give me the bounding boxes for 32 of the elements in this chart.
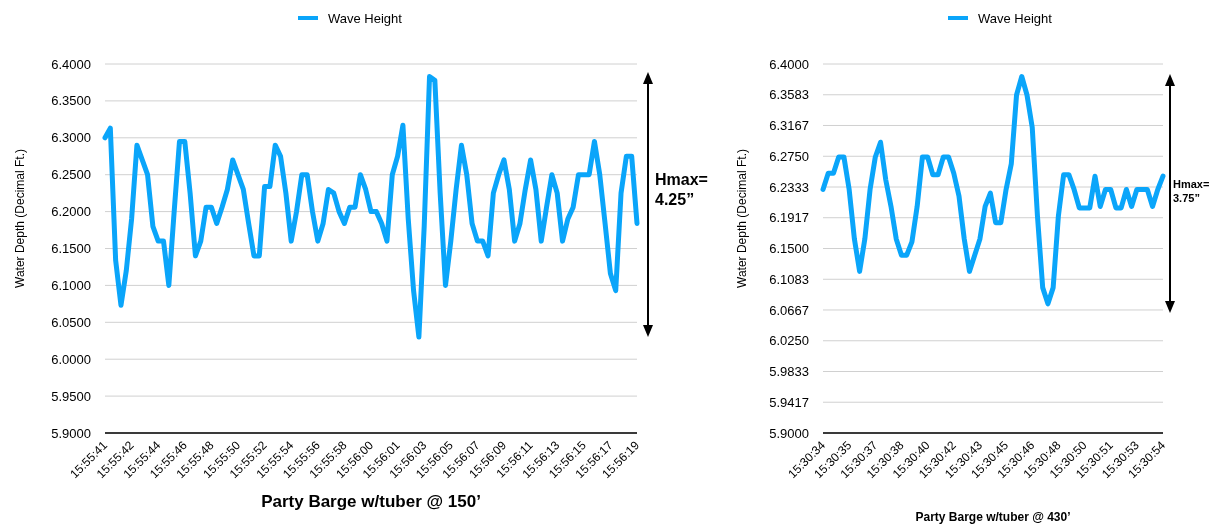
y-tick-label: 6.1500 <box>51 241 91 257</box>
y-axis-title: Water Depth (Decimal Ft.) <box>735 149 750 288</box>
y-tick-label: 6.4000 <box>769 56 809 72</box>
y-tick-label: 6.3500 <box>51 93 91 109</box>
y-tick-label: 5.9000 <box>51 425 91 441</box>
y-tick-label: 6.0000 <box>51 351 91 367</box>
y-tick-label: 6.3583 <box>769 87 809 103</box>
y-tick-label: 6.0667 <box>769 302 809 318</box>
y-tick-label: 6.0500 <box>51 314 91 330</box>
y-tick-label: 6.4000 <box>51 56 91 72</box>
y-tick-label: 6.0250 <box>769 333 809 349</box>
y-tick-label: 6.1500 <box>769 241 809 257</box>
text: Hmax= 3.75” <box>1173 178 1210 204</box>
y-tick-label: 6.3167 <box>769 118 809 134</box>
y-tick-label: 6.2500 <box>51 167 91 183</box>
y-tick-label: 6.2000 <box>51 204 91 220</box>
y-tick-label: 6.1000 <box>51 277 91 293</box>
legend-label: Wave Height <box>978 10 1053 26</box>
y-tick-label: 5.9500 <box>51 388 91 404</box>
y-tick-label: 5.9417 <box>769 394 809 410</box>
legend-label: Wave Height <box>328 10 403 26</box>
y-tick-label: 6.2333 <box>769 179 809 195</box>
y-tick-label: 5.9833 <box>769 364 809 380</box>
y-tick-label: 5.9000 <box>769 425 809 441</box>
y-tick-label: 6.1083 <box>769 271 809 287</box>
x-axis-title: Party Barge w/tuber @ 430’ <box>915 510 1071 524</box>
y-tick-label: 6.3000 <box>51 130 91 146</box>
y-tick-label: 6.1917 <box>769 210 809 226</box>
y-tick-label: 6.2750 <box>769 148 809 164</box>
y-axis-title: Water Depth (Decimal Ft.) <box>13 149 28 288</box>
x-axis-title: Party Barge w/tuber @ 150’ <box>261 492 481 511</box>
text: Hmax= 4.25” <box>655 171 708 208</box>
